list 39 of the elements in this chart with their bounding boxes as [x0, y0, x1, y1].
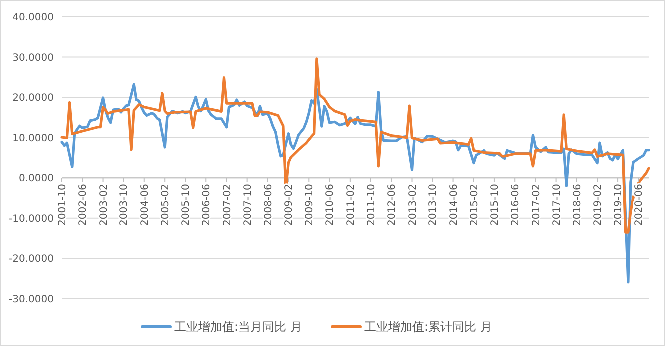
y-tick-label: -30.0000	[9, 294, 54, 306]
x-tick-label: 2004-06	[140, 184, 151, 226]
x-tick-label: 2014-06	[448, 184, 460, 226]
x-tick-label: 2007-02	[222, 184, 234, 226]
x-tick-label: 2017-10	[552, 184, 563, 226]
x-tick-label: 2013-10	[428, 184, 440, 226]
x-tick-label: 2016-06	[510, 184, 522, 226]
y-tick-label: 30.0000	[12, 52, 54, 64]
x-tick-label: 2020-06	[634, 184, 646, 226]
y-tick-label: -20.0000	[9, 254, 54, 266]
x-tick-label: 2011-02	[346, 184, 357, 226]
x-tick-label: 2010-06	[325, 184, 336, 226]
y-tick-label: -10.0000	[9, 214, 54, 225]
x-tick-label: 2009-02	[284, 184, 296, 226]
x-tick-label: 2002-06	[78, 184, 90, 226]
x-tick-label: 2011-10	[366, 184, 378, 226]
x-tick-label: 2015-10	[490, 184, 501, 226]
legend-label: 工业增加值:累计同比 月	[364, 320, 492, 334]
x-tick-label: 2009-10	[304, 184, 316, 226]
x-tick-label: 2001-10	[58, 184, 68, 226]
x-tick-label: 2003-02	[98, 184, 110, 226]
x-tick-label: 2019-02	[593, 184, 604, 226]
x-tick-label: 2013-02	[408, 184, 419, 226]
legend-label: 工业增加值:当月同比 月	[174, 320, 302, 334]
x-tick-label: 2015-02	[470, 184, 480, 226]
x-tick-label: 2005-02	[160, 184, 172, 226]
y-tick-label: 40.0000	[12, 12, 54, 24]
x-tick-label: 2007-10	[242, 184, 254, 226]
x-tick-label: 2018-06	[572, 184, 584, 226]
x-tick-label: 2017-02	[531, 184, 542, 226]
x-tick-label: 2008-06	[263, 184, 274, 226]
y-tick-label: 10.0000	[12, 133, 54, 144]
y-tick-label: 0.0000	[19, 174, 54, 185]
x-tick-label: 2003-10	[119, 184, 130, 226]
x-tick-label: 2006-06	[202, 184, 213, 226]
x-tick-label: 2012-06	[387, 184, 398, 226]
x-tick-label: 2005-10	[181, 184, 192, 226]
x-tick-label: 2019-10	[614, 184, 625, 226]
y-tick-label: 20.0000	[12, 93, 54, 104]
